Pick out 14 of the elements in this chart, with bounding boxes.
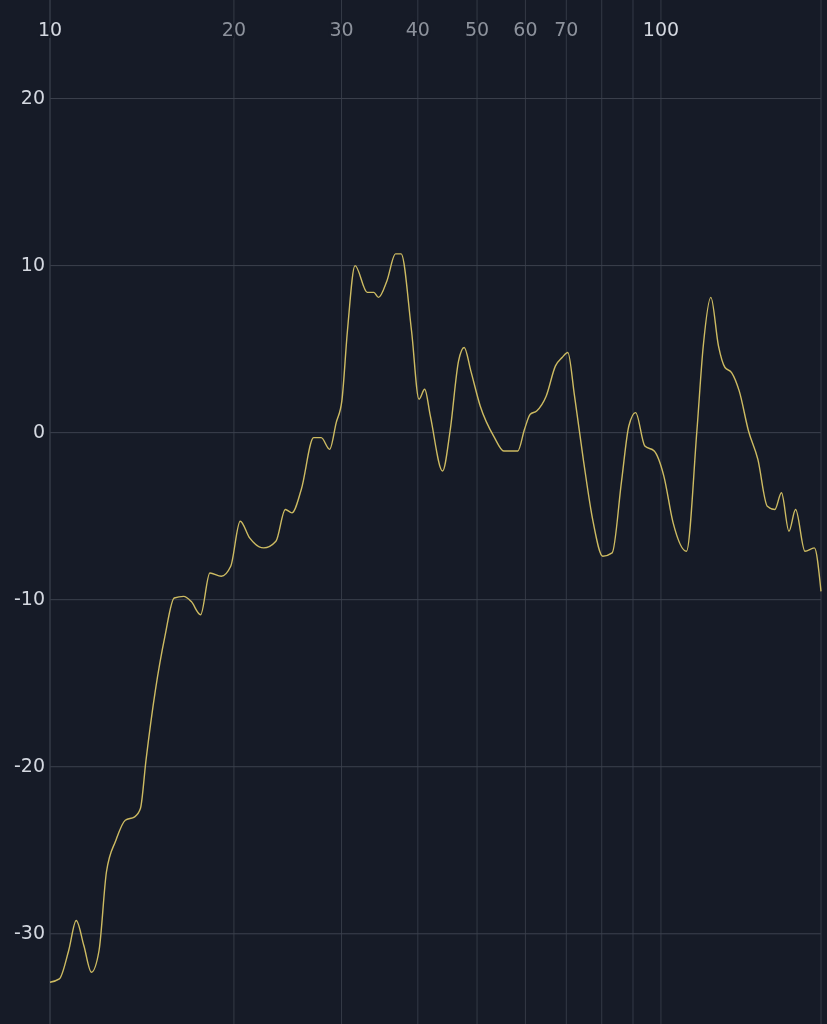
x-tick-label: 20 (221, 18, 247, 40)
x-tick-label: 10 (37, 18, 63, 40)
y-tick-label: 20 (20, 86, 45, 109)
y-tick-label: 0 (32, 420, 45, 443)
y-tick-label: -10 (13, 587, 45, 610)
y-tick-label: -20 (13, 754, 45, 777)
x-tick-label: 40 (405, 18, 430, 40)
y-tick-label: -30 (13, 921, 45, 944)
x-tick-label: 70 (554, 18, 579, 40)
y-tick-label: 10 (20, 253, 45, 276)
x-tick-label: 50 (464, 18, 490, 40)
x-tick-label: 30 (329, 18, 354, 40)
x-tick-label: 100 (642, 18, 680, 40)
x-tick-label: 60 (513, 18, 538, 40)
